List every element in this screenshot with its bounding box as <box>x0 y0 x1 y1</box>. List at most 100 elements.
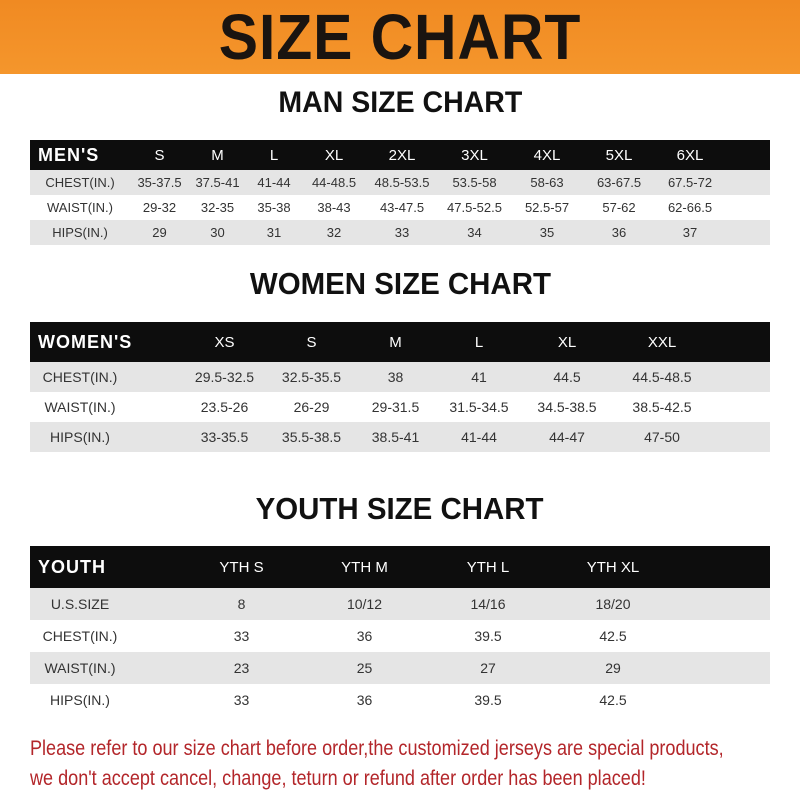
table-cell: 29.5-32.5 <box>194 369 255 385</box>
row-label: CHEST(IN.) <box>45 175 115 190</box>
row-label: WOMEN'S <box>38 331 133 352</box>
table-cell: 47-50 <box>644 429 680 445</box>
table-cell: 25 <box>356 660 373 676</box>
table-cell: 44-47 <box>549 429 585 445</box>
table-cell: 23 <box>233 660 250 676</box>
table-cell: 43-47.5 <box>379 200 425 215</box>
row-label: CHEST(IN.) <box>42 369 118 385</box>
table-cell: 34.5-38.5 <box>537 399 597 415</box>
youth-size-table: YOUTH YTH S YTH M YTH L YTH XL U.S.SIZE 8 10/12… <box>30 546 770 716</box>
youth-title: YOUTH SIZE CHART <box>256 491 544 526</box>
row-label: HIPS(IN.) <box>50 429 110 445</box>
women-size-table: WOMEN'S XS S M L XL XXL CHEST(IN.) 29.5-32.5 32.5… <box>30 322 770 452</box>
table-cell: 32.5-35.5 <box>281 369 342 385</box>
table-row: U.S.SIZE 8 10/12 14/16 18/20 <box>30 588 770 620</box>
table-cell: 41-44 <box>257 175 291 190</box>
banner-title: SIZE CHART <box>218 1 582 73</box>
table-cell: 23.5-26 <box>200 399 249 415</box>
table-row: HIPS(IN.) 33-35.5 35.5-38.5 38.5-41 41-44 44-… <box>30 422 770 452</box>
table-cell: 29-31.5 <box>371 399 420 415</box>
table-header-row: WOMEN'S XS S M L XL XXL <box>30 322 770 362</box>
table-cell: 32 <box>326 225 342 240</box>
table-row: WAIST(IN.) 23 25 27 29 <box>30 652 770 684</box>
men-title: MAN SIZE CHART <box>278 86 522 119</box>
row-label: WAIST(IN.) <box>44 660 116 676</box>
row-label: CHEST(IN.) <box>42 628 118 644</box>
table-cell: 48.5-53.5 <box>374 175 430 190</box>
table-cell: 18/20 <box>595 596 631 612</box>
table-cell: 8 <box>237 596 246 612</box>
table-cell: 36 <box>356 692 373 708</box>
table-cell: YTH M <box>341 558 388 576</box>
table-row: WAIST(IN.) 23.5-26 26-29 29-31.5 31.5-34.5 34… <box>30 392 770 422</box>
table-cell: 62-66.5 <box>667 200 713 215</box>
table-cell: 10/12 <box>346 596 383 612</box>
table-cell: 6XL <box>676 146 704 164</box>
table-cell: 44.5-48.5 <box>632 369 692 385</box>
table-cell: 29-32 <box>142 200 177 215</box>
table-cell: 44-48.5 <box>311 175 357 190</box>
table-cell: 33-35.5 <box>200 429 249 445</box>
table-cell: 38.5-41 <box>371 429 420 445</box>
table-cell: 57-62 <box>602 200 636 215</box>
table-cell: YTH XL <box>586 558 640 576</box>
table-cell: 63-67.5 <box>596 175 642 190</box>
table-cell: XL <box>557 333 577 351</box>
row-label: HIPS(IN.) <box>52 225 108 240</box>
row-label: WAIST(IN.) <box>44 399 116 415</box>
table-cell: 39.5 <box>474 692 502 708</box>
row-label: MEN'S <box>38 144 100 165</box>
table-cell: 39.5 <box>474 628 502 644</box>
table-cell: 58-63 <box>530 175 564 190</box>
table-cell: 53.5-58 <box>452 175 497 190</box>
table-cell: 38 <box>387 369 404 385</box>
table-cell: 29 <box>605 660 621 676</box>
table-cell: 5XL <box>605 146 633 164</box>
table-row: WAIST(IN.) 29-32 32-35 35-38 38-43 43-47.5 47.… <box>30 195 770 220</box>
table-cell: 42.5 <box>599 628 627 644</box>
table-header-row: MEN'S S M L XL 2XL 3XL 4XL 5XL 6XL <box>30 140 770 170</box>
table-cell: 30 <box>210 225 225 240</box>
table-cell: 41-44 <box>461 429 497 445</box>
notice-line-2: we don't accept cancel, change, teturn o… <box>30 767 646 790</box>
table-header-row: YOUTH YTH S YTH M YTH L YTH XL <box>30 546 770 588</box>
table-cell: XL <box>324 146 344 164</box>
table-cell: XS <box>214 333 235 351</box>
table-cell: 31 <box>266 225 282 240</box>
table-row: CHEST(IN.) 35-37.5 37.5-41 41-44 44-48.5 48.5… <box>30 170 770 195</box>
table-cell: 26-29 <box>293 399 330 415</box>
row-label: HIPS(IN.) <box>50 692 110 708</box>
table-cell: 36 <box>356 628 373 644</box>
table-cell: 4XL <box>533 146 561 164</box>
table-cell: S <box>306 333 317 351</box>
table-cell: 38.5-42.5 <box>632 399 692 415</box>
table-row: HIPS(IN.) 29 30 31 32 33 34 35 36 37 <box>30 220 770 245</box>
table-cell: 42.5 <box>599 692 627 708</box>
table-cell: 33 <box>233 692 250 708</box>
table-cell: 38-43 <box>317 200 351 215</box>
table-cell: 3XL <box>461 146 488 164</box>
table-cell: YTH S <box>219 558 264 576</box>
table-row: CHEST(IN.) 33 36 39.5 42.5 <box>30 620 770 652</box>
table-cell: 31.5-34.5 <box>449 399 509 415</box>
table-cell: S <box>154 146 165 164</box>
order-notice: Please refer to our size chart before or… <box>30 734 724 794</box>
size-chart-banner: SIZE CHART <box>0 0 800 74</box>
table-cell: 35-37.5 <box>137 175 182 190</box>
table-cell: 33 <box>394 225 410 240</box>
women-title: WOMEN SIZE CHART <box>249 266 551 301</box>
table-cell: XXL <box>647 333 677 351</box>
table-cell: 35-38 <box>257 200 291 215</box>
table-row: HIPS(IN.) 33 36 39.5 42.5 <box>30 684 770 716</box>
row-label: U.S.SIZE <box>50 596 110 612</box>
table-cell: 41 <box>471 369 487 385</box>
table-cell: 35 <box>539 225 555 240</box>
table-cell: 37 <box>682 225 698 240</box>
table-cell: 35.5-38.5 <box>281 429 342 445</box>
notice-line-1: Please refer to our size chart before or… <box>30 737 724 760</box>
table-row: CHEST(IN.) 29.5-32.5 32.5-35.5 38 41 44.5 44.5… <box>30 362 770 392</box>
table-cell: 67.5-72 <box>667 175 713 190</box>
table-cell: 2XL <box>388 146 416 164</box>
table-cell: 27 <box>480 660 496 676</box>
table-cell: M <box>211 146 224 164</box>
